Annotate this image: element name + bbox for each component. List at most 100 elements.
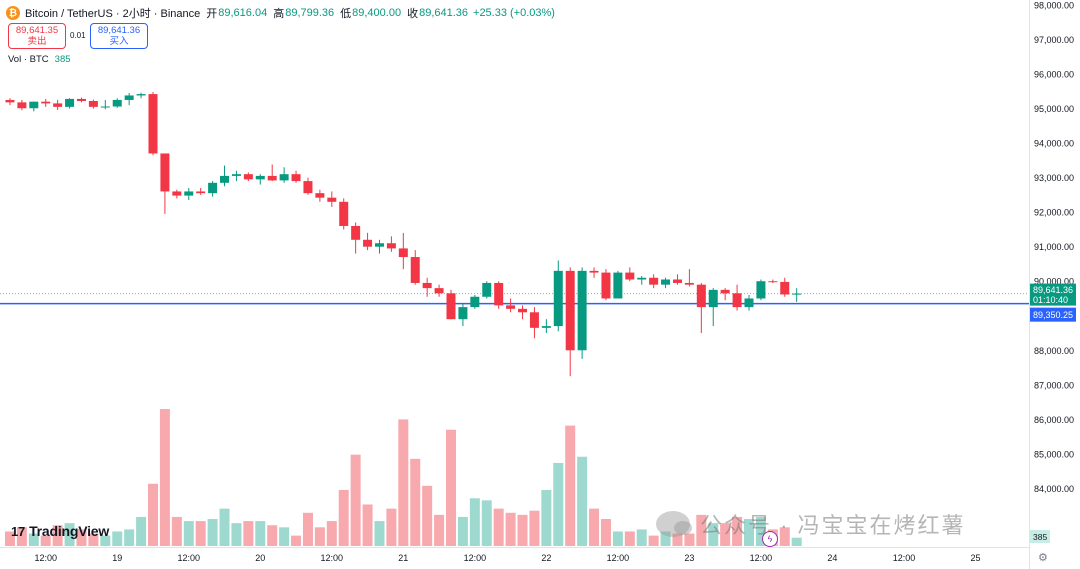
volume-bar	[231, 523, 242, 546]
candle-body[interactable]	[565, 270, 575, 351]
candle-body[interactable]	[482, 282, 492, 297]
volume-bar	[517, 514, 528, 546]
candle-body[interactable]	[792, 293, 802, 295]
candle-body[interactable]	[220, 175, 230, 183]
volume-bar	[708, 523, 719, 546]
volume-tag-label: 385	[1033, 532, 1047, 542]
candle-body[interactable]	[458, 307, 468, 320]
candle-body[interactable]	[136, 94, 146, 96]
candle-body[interactable]	[494, 282, 504, 306]
candle-body[interactable]	[672, 279, 682, 283]
candle-body[interactable]	[625, 272, 635, 280]
candle-body[interactable]	[279, 174, 289, 181]
candle-body[interactable]	[708, 289, 718, 308]
volume-bar	[422, 485, 433, 546]
candle-body[interactable]	[637, 277, 647, 280]
time-axis[interactable]: 12:00 19 12:00 20 12:00 21 12:00 22 12:00 23 12:00…	[34, 553, 980, 563]
candle-body[interactable]	[529, 312, 539, 328]
candle-body[interactable]	[577, 270, 587, 351]
candle-body[interactable]	[76, 98, 86, 101]
candle-body[interactable]	[446, 293, 456, 320]
settings-gear-icon[interactable]: ⚙	[1038, 552, 1048, 564]
candle-body[interactable]	[589, 270, 599, 273]
candle-body[interactable]	[172, 191, 182, 196]
candle-body[interactable]	[720, 289, 730, 294]
candle-body[interactable]	[184, 191, 194, 196]
candle-body[interactable]	[374, 243, 384, 247]
candle-body[interactable]	[303, 181, 313, 194]
candle-body[interactable]	[29, 101, 39, 109]
candle-body[interactable]	[732, 293, 742, 308]
price-tick-label: 88,000.00	[1034, 346, 1074, 356]
tradingview-logo[interactable]: 17 TradingView	[11, 523, 109, 539]
volume-bar	[446, 429, 456, 546]
candle-body[interactable]	[196, 191, 206, 194]
candle-body[interactable]	[100, 106, 110, 108]
volume-bar	[195, 521, 206, 546]
candle-body[interactable]	[553, 270, 563, 327]
candle-body[interactable]	[231, 174, 241, 176]
volume-bar	[207, 519, 218, 546]
candle-body[interactable]	[649, 277, 659, 285]
candle-body[interactable]	[518, 308, 528, 313]
candle-body[interactable]	[363, 239, 373, 247]
candle-body[interactable]	[601, 272, 611, 299]
candle-body[interactable]	[17, 102, 27, 109]
volume-bar	[314, 527, 325, 546]
candle-body[interactable]	[53, 103, 63, 107]
candle-body[interactable]	[434, 288, 444, 294]
volume-bar	[684, 533, 695, 546]
lightning-icon[interactable]: ϟ	[762, 531, 778, 547]
candle-body[interactable]	[160, 153, 170, 192]
volume-bar	[124, 529, 135, 546]
volume-bar	[505, 512, 516, 546]
volume-bar	[219, 508, 230, 546]
candle-body[interactable]	[684, 282, 694, 285]
volume-bar	[136, 516, 147, 546]
candle-body[interactable]	[255, 175, 265, 180]
candle-body[interactable]	[124, 95, 134, 100]
volume-bar	[148, 483, 158, 546]
candle-body[interactable]	[267, 175, 277, 181]
candle-body[interactable]	[41, 101, 51, 104]
candle-body[interactable]	[5, 99, 15, 103]
price-axis[interactable]: 98,000.00 97,000.00 96,000.00 95,000.00 94,0…	[1034, 1, 1074, 494]
candle-body[interactable]	[243, 174, 253, 180]
candle-body[interactable]	[541, 326, 551, 328]
candle-body[interactable]	[661, 279, 671, 285]
volume-bar	[398, 419, 409, 546]
candle-body[interactable]	[613, 272, 623, 299]
time-tick-label: 12:00	[177, 553, 200, 563]
time-tick-label: 20	[255, 553, 265, 563]
candle-body[interactable]	[398, 248, 408, 258]
price-tick-label: 97,000.00	[1034, 35, 1074, 45]
candle-body[interactable]	[780, 281, 790, 295]
candle-body[interactable]	[756, 281, 766, 299]
candle-body[interactable]	[327, 197, 337, 202]
sell-button[interactable]: 89,641.35 卖出	[8, 23, 66, 49]
candle-body[interactable]	[410, 257, 420, 283]
volume-bar	[732, 516, 743, 546]
candle-body[interactable]	[208, 182, 218, 194]
symbol-title[interactable]: Bitcoin / TetherUS · 2小时 · Binance	[25, 8, 201, 20]
candle-body[interactable]	[422, 282, 432, 289]
candle-body[interactable]	[470, 296, 480, 308]
candle-body[interactable]	[744, 298, 754, 308]
candle-body[interactable]	[148, 94, 158, 154]
candle-body[interactable]	[88, 100, 98, 107]
volume-bar	[88, 533, 99, 546]
volume-bar	[40, 535, 51, 546]
candle-body[interactable]	[65, 98, 75, 107]
candle-body[interactable]	[768, 281, 778, 283]
candle-body[interactable]	[351, 225, 361, 240]
volume-legend[interactable]: Vol · BTC 385	[8, 54, 71, 65]
candle-body[interactable]	[291, 174, 301, 182]
buy-button[interactable]: 89,641.36 买入	[90, 23, 148, 49]
candle-body[interactable]	[315, 193, 325, 198]
candle-body[interactable]	[506, 305, 516, 309]
candle-body[interactable]	[339, 201, 349, 226]
candle-body[interactable]	[112, 99, 122, 107]
candle-body[interactable]	[696, 284, 706, 308]
candle-body[interactable]	[386, 243, 396, 249]
